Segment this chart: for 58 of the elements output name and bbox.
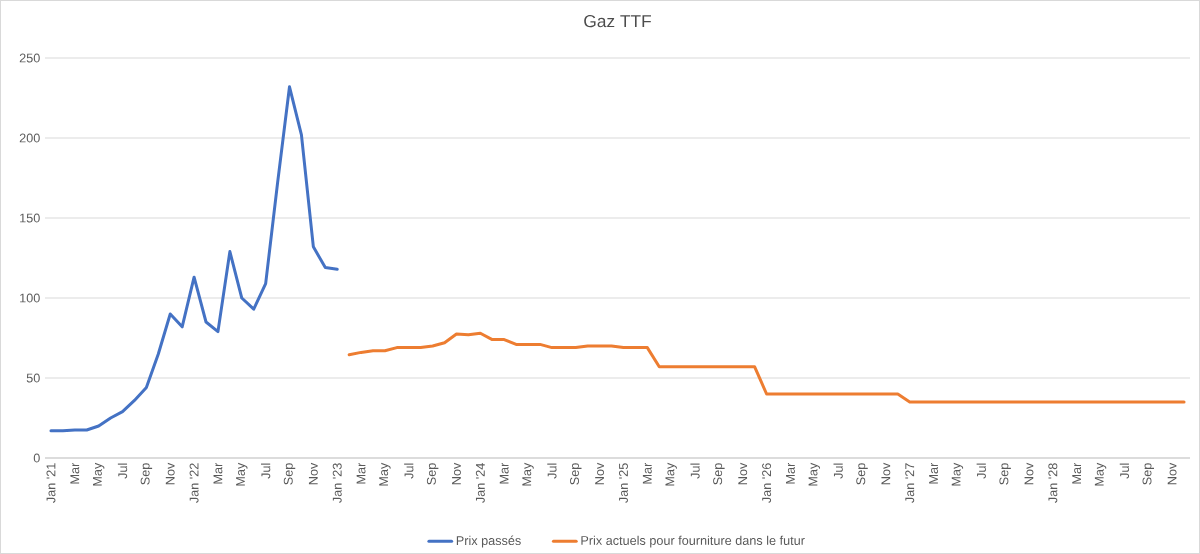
x-tick-label: Sep	[140, 463, 153, 485]
x-tick-label: Jan '21	[46, 463, 56, 503]
x-tick-label: May	[236, 462, 248, 486]
x-tick-label: Jan '26	[762, 463, 772, 503]
y-tick-label: 150	[20, 213, 40, 223]
y-tick-label: 50	[26, 373, 40, 383]
x-tick-label: Sep	[1142, 463, 1155, 485]
x-tick-label: May	[379, 462, 391, 486]
x-tick-label: Jan '22	[189, 463, 199, 503]
x-tick-label: Mar	[929, 462, 938, 484]
x-tick-label: Jul	[404, 463, 414, 479]
x-tick-label: Jul	[976, 463, 986, 479]
x-tick-label: Nov	[165, 462, 175, 485]
x-tick-label: Nov	[452, 462, 461, 485]
x-tick-label: Mar	[499, 462, 509, 484]
x-tick-label: Jul	[1119, 463, 1130, 479]
x-tick-label: Jan '23	[332, 463, 342, 503]
x-tick-label: Sep	[283, 463, 296, 485]
x-tick-label: Mar	[786, 462, 795, 484]
x-tick-label: Nov	[595, 462, 605, 485]
x-tick-label: May	[665, 462, 677, 486]
x-tick-label: Jul	[833, 463, 843, 479]
chart-title: Gaz TTF	[584, 15, 651, 28]
x-tick-label: Nov	[738, 462, 748, 485]
x-tick-label: May	[522, 462, 534, 486]
x-tick-label: Sep	[570, 463, 582, 485]
x-tick-label: Jan '24	[475, 463, 485, 503]
y-tick-label: 0	[33, 453, 40, 463]
x-tick-label: Sep	[426, 463, 439, 485]
x-tick-label: Nov	[308, 462, 318, 485]
x-tick-label: Jul	[117, 463, 128, 479]
x-tick-label: Jul	[690, 463, 700, 479]
legend-label: Prix passés	[456, 535, 521, 548]
x-tick-label: Mar	[642, 462, 652, 484]
x-tick-label: Jul	[261, 463, 271, 479]
x-tick-label: Mar	[356, 462, 366, 484]
x-tick-label: May	[808, 462, 820, 486]
x-tick-label: Jul	[547, 463, 557, 479]
x-tick-label: May	[1094, 462, 1107, 486]
line-series	[49, 85, 339, 433]
x-tick-label: Sep	[713, 463, 725, 485]
y-tick-label: 250	[19, 53, 40, 63]
x-tick-label: May	[93, 462, 105, 486]
x-tick-label: Sep	[999, 463, 1011, 485]
x-tick-label: May	[951, 462, 964, 486]
y-tick-label: 100	[20, 293, 40, 303]
x-tick-label: Nov	[881, 462, 891, 485]
x-tick-label: Jan '28	[1048, 463, 1058, 503]
x-tick-label: Jan '27	[905, 463, 915, 503]
x-tick-label: Nov	[1024, 462, 1034, 485]
x-tick-label: Mar	[1072, 462, 1082, 484]
y-tick-label: 200	[19, 133, 40, 143]
x-tick-label: Mar	[70, 462, 80, 484]
legend-label: Prix actuels pour fourniture dans le futur	[581, 535, 805, 548]
x-tick-label: Mar	[213, 462, 223, 484]
x-tick-label: Sep	[856, 463, 868, 485]
x-tick-label: Jan '25	[618, 463, 628, 503]
x-tick-label: Nov	[1167, 462, 1177, 485]
